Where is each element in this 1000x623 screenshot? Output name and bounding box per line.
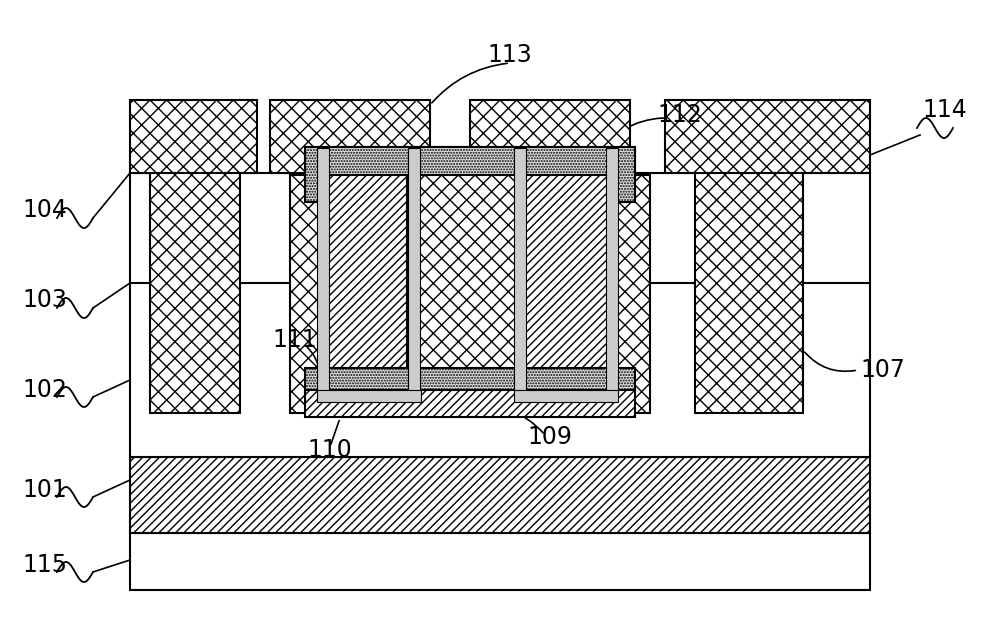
Bar: [606, 148, 618, 395]
Text: 112: 112: [658, 103, 702, 127]
Bar: [130, 457, 870, 533]
Bar: [317, 148, 329, 395]
Bar: [408, 148, 420, 395]
Bar: [305, 368, 635, 396]
Bar: [305, 147, 635, 202]
Bar: [514, 148, 526, 395]
Bar: [270, 100, 430, 173]
Bar: [695, 120, 803, 413]
Bar: [130, 100, 257, 173]
Bar: [317, 390, 421, 402]
Bar: [130, 173, 870, 457]
Text: 115: 115: [22, 553, 68, 577]
Bar: [470, 100, 630, 173]
Text: 107: 107: [860, 358, 905, 382]
Text: 103: 103: [23, 288, 67, 312]
Text: 101: 101: [23, 478, 67, 502]
Bar: [305, 390, 635, 417]
Text: 111: 111: [273, 328, 317, 352]
Bar: [150, 120, 240, 413]
Bar: [305, 147, 635, 202]
Text: 109: 109: [528, 425, 572, 449]
Bar: [665, 100, 870, 173]
Bar: [514, 390, 618, 402]
Bar: [290, 175, 650, 413]
Bar: [328, 175, 410, 395]
Bar: [525, 175, 607, 395]
Text: 104: 104: [23, 198, 67, 222]
Text: 102: 102: [23, 378, 67, 402]
Text: 114: 114: [923, 98, 967, 122]
Bar: [407, 175, 525, 395]
Text: 110: 110: [308, 438, 352, 462]
Text: 113: 113: [488, 43, 532, 67]
Bar: [130, 533, 870, 590]
